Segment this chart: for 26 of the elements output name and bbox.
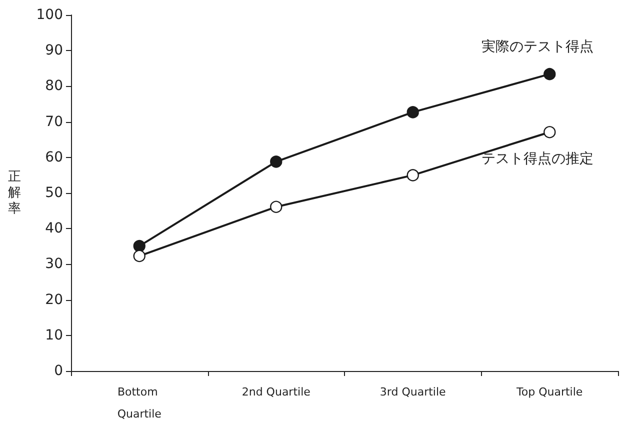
x-tick-label: 3rd Quartile — [380, 386, 446, 398]
x-tick-label: 2nd Quartile — [242, 386, 311, 398]
y-tick-label: 80 — [45, 78, 63, 94]
point — [406, 106, 419, 118]
point — [270, 156, 282, 168]
point — [406, 169, 419, 182]
y-tick-label: 0 — [54, 363, 63, 379]
y-tick-label: 30 — [45, 256, 63, 272]
y-tick-label: 100 — [36, 7, 63, 23]
y-tick-label: 10 — [45, 327, 63, 344]
y-tick-label: 70 — [45, 114, 63, 130]
y-tick-label: 20 — [45, 292, 63, 308]
point — [133, 240, 146, 252]
y-tick-label: 60 — [45, 149, 63, 166]
point — [544, 126, 556, 138]
y-axis-title: 正解率 — [8, 170, 21, 216]
x-tick-label: Top Quartile — [516, 386, 583, 398]
y-tick-label: 50 — [45, 185, 63, 201]
series-label: テスト得点の推定 — [482, 151, 594, 168]
point — [270, 200, 282, 213]
point — [133, 250, 146, 262]
y-tick-label: 90 — [45, 42, 63, 59]
x-tick-label: Bottom Quartile — [117, 386, 162, 420]
series-label: 実際のテスト得点 — [482, 38, 594, 55]
point — [544, 68, 556, 80]
y-tick-label: 40 — [45, 220, 63, 237]
